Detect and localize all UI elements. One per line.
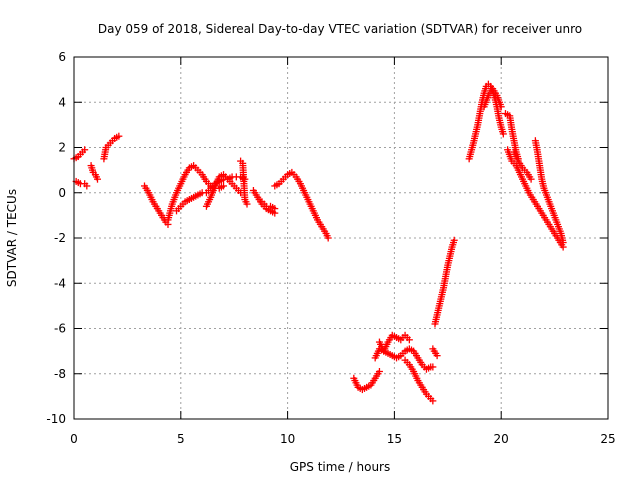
data-point [271, 205, 279, 213]
data-point [243, 200, 251, 208]
data-point [83, 182, 91, 190]
data-point [324, 234, 332, 242]
data-point [405, 336, 413, 344]
data-point [497, 103, 505, 111]
data-point [375, 367, 383, 375]
x-tick-label: 25 [600, 432, 615, 446]
y-tick-label: 0 [58, 186, 66, 200]
y-tick-label: 4 [58, 95, 66, 109]
data-point [93, 175, 101, 183]
data-point [450, 236, 458, 244]
x-tick-label: 20 [494, 432, 509, 446]
data-points [70, 80, 567, 405]
data-point [429, 363, 437, 371]
plot-frame [73, 56, 609, 420]
x-axis-label: GPS time / hours [290, 460, 391, 474]
x-tick-label: 15 [387, 432, 402, 446]
chart-title: Day 059 of 2018, Sidereal Day-to-day VTE… [98, 22, 582, 36]
data-point [433, 352, 441, 360]
y-tick-label: -4 [54, 276, 66, 290]
y-tick-label: -6 [54, 322, 66, 336]
data-point [115, 132, 123, 140]
x-tick-label: 0 [70, 432, 78, 446]
y-axis-label: SDTVAR / TECUs [5, 189, 19, 287]
y-tick-label: -8 [54, 367, 66, 381]
y-tick-label: 6 [58, 50, 66, 64]
tick-labels: 0 5 10 15 20 25 -10 -8 -6 -4 -2 0 2 4 6 [46, 50, 615, 446]
data-point [429, 397, 437, 405]
y-tick-label: -2 [54, 231, 66, 245]
data-point [81, 146, 89, 154]
data-point [220, 182, 228, 190]
y-tick-label: -10 [46, 412, 66, 426]
y-tick-label: 2 [58, 141, 66, 155]
x-tick-label: 5 [177, 432, 185, 446]
grid [74, 57, 608, 419]
data-point [499, 130, 507, 138]
x-tick-label: 10 [280, 432, 295, 446]
data-point [527, 175, 535, 183]
data-point [559, 239, 567, 247]
